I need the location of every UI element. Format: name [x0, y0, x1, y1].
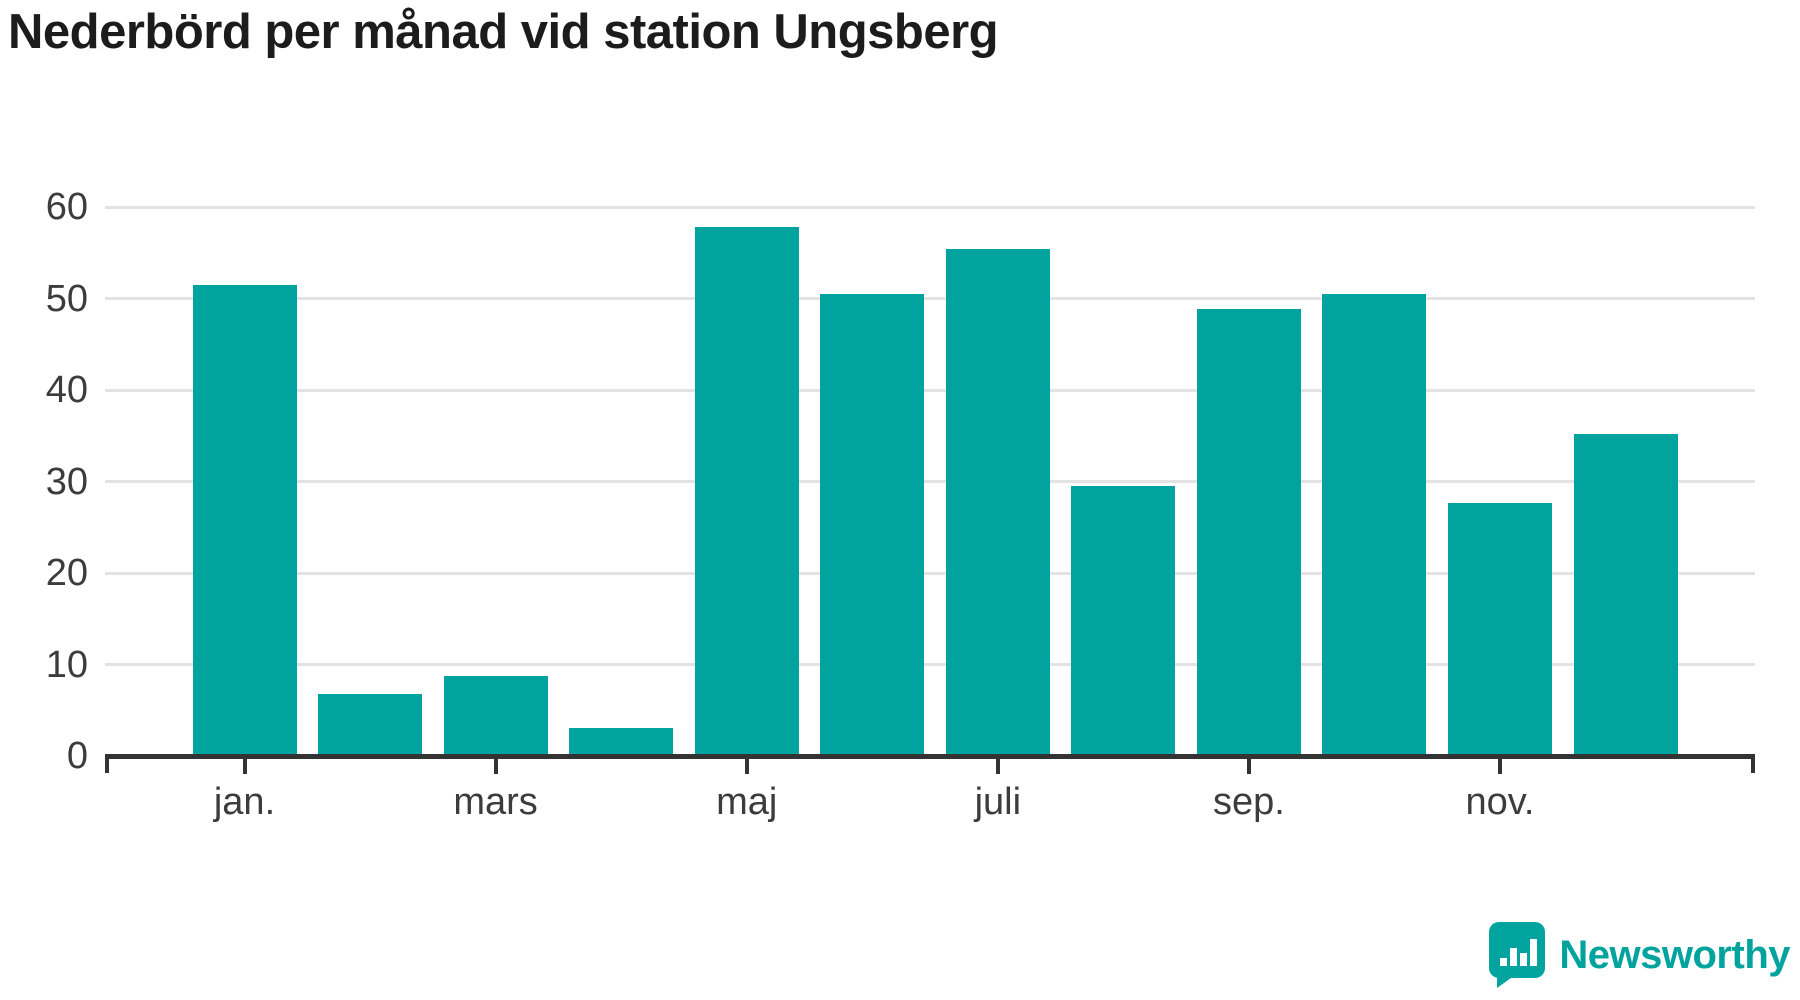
y-axis-label: 40 — [45, 369, 88, 411]
bar-okt — [1322, 293, 1427, 756]
bar-mars — [443, 676, 548, 756]
bar-sep — [1196, 309, 1301, 756]
bar-juli — [945, 249, 1050, 756]
newsworthy-logo: Newsworthy — [1489, 922, 1790, 988]
newsworthy-logo-text: Newsworthy — [1559, 932, 1790, 977]
x-axis-label: juli — [974, 781, 1022, 823]
bar-chart-speech-bubble-icon — [1489, 922, 1546, 988]
x-axis-tick — [1498, 759, 1502, 774]
chart-title: Nederbörd per månad vid station Ungsberg — [8, 5, 999, 59]
bar-nov — [1448, 503, 1552, 756]
y-axis-label: 60 — [45, 186, 88, 228]
bar-apr — [569, 727, 674, 756]
bar-feb — [318, 693, 423, 756]
x-axis-tick — [995, 759, 1000, 774]
y-axis-label: 30 — [45, 460, 88, 503]
y-axis-label: 0 — [66, 735, 88, 777]
y-gridline — [105, 571, 1755, 575]
bar-juni — [820, 293, 925, 756]
x-axis-label: mars — [453, 781, 538, 823]
x-axis-endcap-right — [1751, 757, 1755, 773]
y-gridline — [105, 388, 1755, 392]
x-axis-label: jan. — [213, 781, 276, 823]
y-gridline — [105, 663, 1755, 666]
x-axis-tick — [1246, 759, 1251, 774]
y-axis-label: 20 — [45, 552, 88, 594]
y-gridline — [105, 480, 1755, 483]
x-axis-label: sep. — [1212, 781, 1285, 823]
x-axis-tick — [744, 759, 749, 774]
bar-aug — [1071, 486, 1176, 756]
x-axis-label: maj — [716, 781, 778, 823]
bar-maj — [694, 227, 799, 756]
bar-jan — [192, 284, 297, 756]
x-axis-tick — [242, 759, 247, 774]
x-axis-tick — [493, 759, 498, 774]
x-axis-endcap-left — [105, 757, 109, 773]
bar-dec — [1573, 433, 1678, 756]
y-axis-label: 50 — [45, 277, 88, 320]
y-gridline — [105, 205, 1755, 209]
x-axis-line — [105, 754, 1755, 759]
y-gridline — [105, 297, 1755, 300]
y-axis-label: 10 — [45, 643, 88, 686]
x-axis-label: nov. — [1465, 781, 1535, 823]
